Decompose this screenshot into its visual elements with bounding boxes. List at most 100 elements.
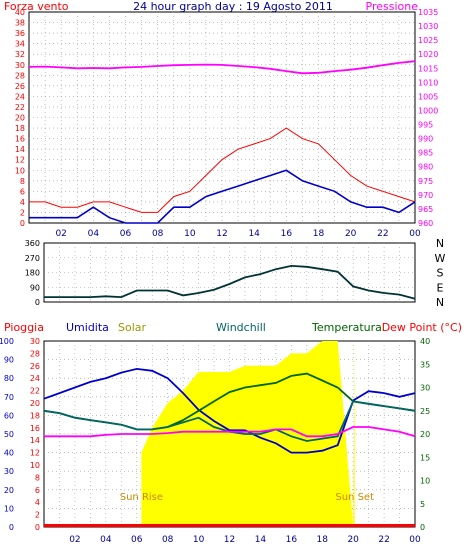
temperature-tick-label: 30 (420, 384, 430, 393)
wind-direction-tick-label: 270 (25, 254, 40, 263)
wind-speed-tick-label: 32 (15, 50, 25, 59)
wind-speed-tick-label: 38 (15, 19, 25, 28)
time-tick-label: 08 (162, 535, 174, 545)
rain-tick-label: 16 (30, 424, 40, 433)
humidity-tick-label: 60 (4, 411, 14, 420)
wind-time-axis: 02 04 06 08 10 12 14 16 18 20 22 00 (55, 229, 421, 239)
rain-tick-label: 28 (30, 349, 40, 358)
time-tick-label: 18 (317, 535, 329, 545)
time-tick-label: 20 (345, 229, 357, 239)
time-tick-label: 04 (100, 535, 112, 545)
wind-speed-tick-label: 14 (15, 145, 25, 154)
temperature-tick-label: 0 (420, 523, 425, 532)
humidity-tick-label: 20 (4, 486, 14, 495)
chart-title: 24 hour graph day : 19 Agosto 2011 (133, 0, 333, 13)
time-tick-label: 06 (120, 229, 132, 239)
windchill-label: Windchill (216, 321, 266, 334)
rain-tick-label: 0 (35, 523, 40, 532)
rain-tick-label: 2 (35, 511, 40, 520)
humidity-tick-label: 100 (0, 337, 14, 346)
time-tick-label: 02 (55, 229, 66, 239)
rain-tick-label: 20 (30, 399, 40, 408)
time-tick-label: 12 (224, 535, 235, 545)
rain-tick-label: 22 (30, 387, 40, 396)
pressure-tick-label: 990 (418, 135, 433, 144)
wind-speed-tick-label: 16 (15, 135, 25, 144)
wind-speed-tick-label: 22 (15, 103, 25, 112)
rain-tick-label: 30 (30, 337, 40, 346)
rain-label: Pioggia (4, 321, 44, 334)
wind-speed-tick-label: 10 (15, 166, 25, 175)
wind-gust-series (29, 127, 416, 213)
compass-direction-label: E (437, 281, 444, 294)
rain-tick-label: 14 (30, 436, 40, 445)
wind-speed-tick-label: 24 (15, 92, 25, 101)
temperature-tick-label: 40 (420, 337, 430, 346)
pressure-series (28, 60, 416, 75)
humidity-tick-label: 70 (4, 393, 14, 402)
compass-direction-label: N (436, 237, 444, 250)
time-tick-label: 18 (313, 229, 325, 239)
wind-speed-tick-label: 20 (15, 114, 25, 123)
time-tick-label: 10 (193, 535, 205, 545)
pressure-axis: 960 965 970 975 980 985 990 995 1000 1005 1010 1015… (418, 8, 438, 228)
pressure-label: Pressione (366, 0, 419, 13)
time-tick-label: 04 (88, 229, 100, 239)
humidity-tick-label: 40 (4, 449, 14, 458)
wind-speed-tick-label: 6 (20, 187, 25, 196)
wind-speed-tick-label: 30 (15, 61, 25, 70)
humidity-tick-label: 30 (4, 467, 14, 476)
wind-speed-tick-label: 8 (20, 177, 25, 186)
humidity-tick-label: 90 (4, 356, 14, 365)
temperature-tick-label: 15 (420, 453, 430, 462)
wind-speed-tick-label: 36 (15, 29, 25, 38)
pressure-tick-label: 1010 (418, 78, 438, 87)
humidity-tick-label: 0 (9, 523, 14, 532)
rain-tick-label: 26 (30, 362, 40, 371)
time-tick-label: 22 (377, 229, 388, 239)
wind-direction-tick-label: 360 (25, 239, 40, 248)
pressure-tick-label: 1025 (418, 36, 438, 45)
pressure-tick-label: 995 (418, 121, 433, 130)
wind-speed-tick-label: 2 (20, 208, 25, 217)
wind-speed-tick-label: 26 (15, 82, 25, 91)
wind-speed-tick-label: 4 (20, 198, 25, 207)
humidity-label: Umidita (66, 321, 109, 334)
sunset-label: Sun Set (335, 492, 374, 503)
humidity-tick-label: 10 (4, 504, 14, 513)
rain-tick-label: 10 (30, 461, 40, 470)
pressure-tick-label: 980 (418, 163, 433, 172)
pressure-tick-label: 1005 (418, 92, 438, 101)
rain-tick-label: 12 (30, 449, 40, 458)
sunrise-label: Sun Rise (120, 492, 163, 503)
time-tick-label: 00 (409, 229, 421, 239)
humidity-axis: 0 10 20 30 40 50 60 70 80 90 100 (0, 337, 14, 532)
wind-speed-tick-label: 34 (15, 40, 25, 49)
compass-direction-label: S (437, 267, 444, 280)
pressure-tick-label: 1035 (418, 8, 438, 17)
compass-direction-label: W (435, 252, 446, 265)
wind-speed-tick-label: 28 (15, 71, 25, 80)
wind-speed-tick-label: 40 (15, 8, 25, 17)
pressure-tick-label: 965 (418, 205, 433, 214)
wind-direction-tick-label: 90 (30, 283, 40, 292)
pressure-tick-label: 1020 (418, 50, 438, 59)
pressure-tick-label: 960 (418, 219, 433, 228)
wind-direction-axis: 0 90 180 270 360 (25, 239, 40, 307)
wind-speed-label: Forza vento (4, 0, 69, 13)
time-tick-label: 16 (286, 535, 298, 545)
compass-direction-label: N (436, 296, 444, 309)
pressure-tick-label: 1015 (418, 64, 438, 73)
time-tick-label: 12 (216, 229, 227, 239)
pressure-tick-label: 1030 (418, 22, 438, 31)
time-tick-label: 10 (184, 229, 196, 239)
pressure-tick-label: 970 (418, 191, 433, 200)
time-tick-label: 02 (69, 535, 80, 545)
humidity-tick-label: 50 (4, 430, 14, 439)
temperature-tick-label: 20 (420, 430, 430, 439)
time-tick-label: 14 (248, 229, 260, 239)
